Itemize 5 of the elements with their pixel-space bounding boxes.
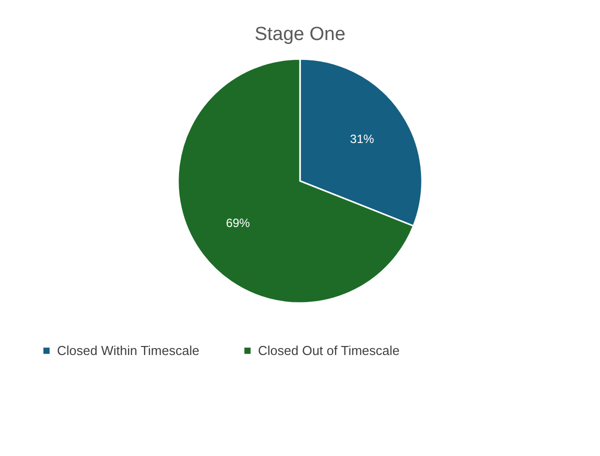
chart-title: Stage One	[254, 24, 346, 45]
legend-label: Closed Within Timescale	[57, 342, 200, 358]
legend-label: Closed Out of Timescale	[258, 342, 400, 358]
data-label: 69%	[226, 216, 250, 230]
data-label: 31%	[350, 132, 374, 146]
